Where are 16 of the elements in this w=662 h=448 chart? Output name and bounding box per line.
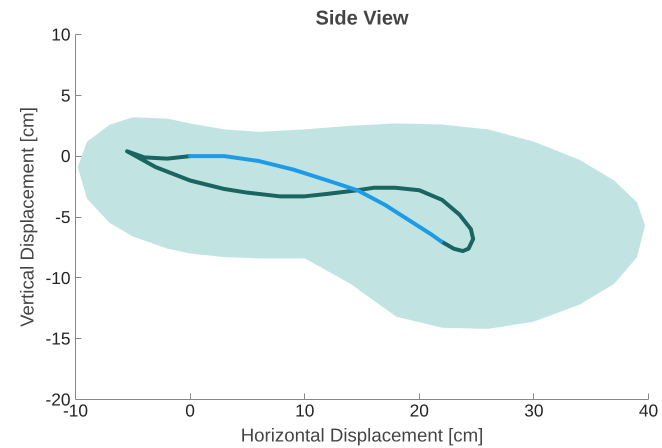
- line-series: [188, 154, 444, 244]
- y-tick-label: -10: [45, 268, 70, 288]
- x-axis-title: Horizontal Displacement [cm]: [240, 424, 484, 446]
- x-tick-label: 30: [524, 400, 544, 420]
- y-tick-label: 0: [60, 146, 71, 166]
- y-axis-title: Vertical Displacement [cm]: [16, 107, 38, 327]
- x-tick-label: 10: [295, 400, 314, 420]
- y-tick-label: -15: [45, 328, 70, 349]
- y-tick-label: 5: [60, 85, 71, 106]
- y-tick-label: -5: [55, 207, 71, 227]
- y-tick-label: 10: [51, 24, 71, 44]
- x-tick-label: 0: [185, 400, 195, 420]
- x-tick-label: 40: [638, 400, 658, 420]
- line-series: [125, 149, 476, 254]
- x-tick-label: 20: [410, 400, 429, 420]
- chart-title: Side View: [315, 8, 409, 30]
